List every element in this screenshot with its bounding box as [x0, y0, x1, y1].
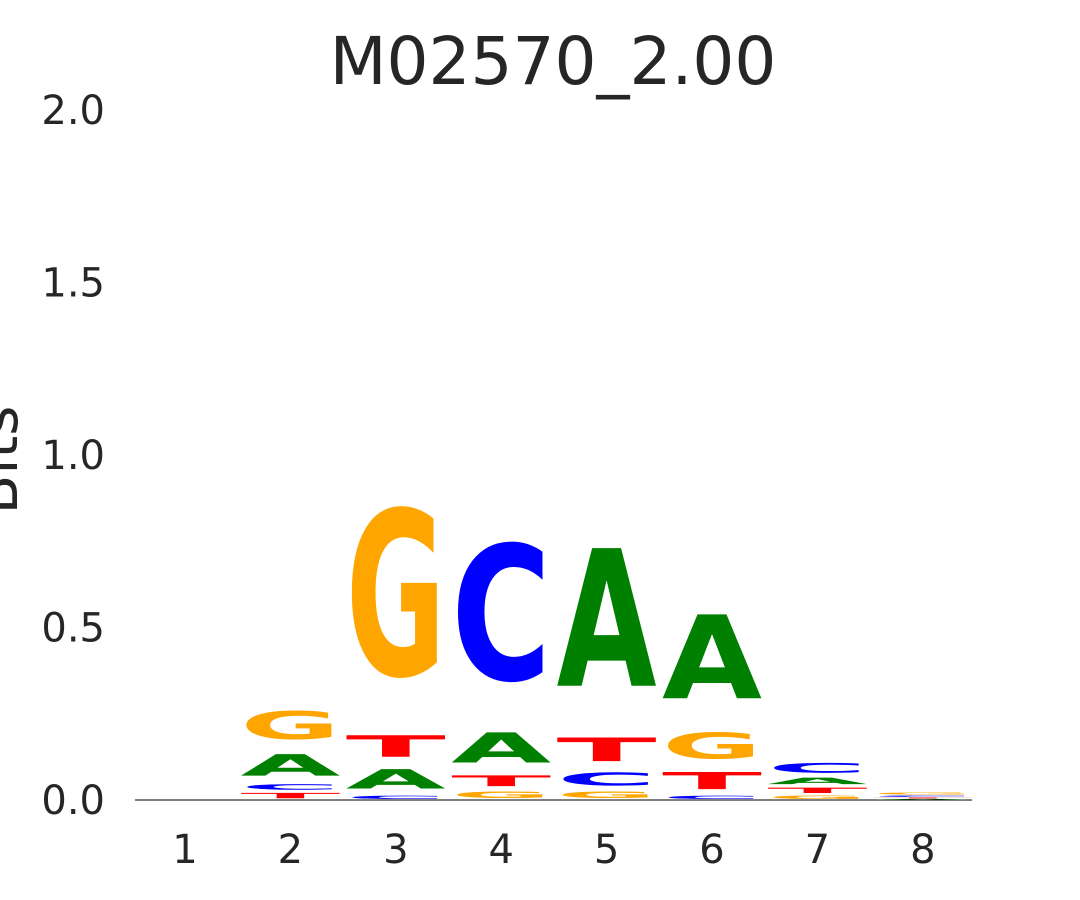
- x-tick-label: 8: [910, 827, 935, 873]
- x-tick-label: 7: [805, 827, 830, 873]
- logo-letter-c: C: [873, 795, 973, 797]
- y-tick-label: 1.5: [41, 261, 105, 307]
- logo-letter-g: G: [240, 704, 340, 749]
- logo-letter-g: G: [662, 726, 762, 767]
- x-tick-label: 5: [594, 827, 619, 873]
- x-tick-label: 4: [488, 827, 513, 873]
- logo-letter-g: G: [767, 795, 867, 800]
- y-tick-label: 0.0: [41, 778, 105, 824]
- x-tick-label: 2: [278, 827, 303, 873]
- logo-letter-c: C: [240, 783, 340, 792]
- logo-letter-a: A: [451, 724, 551, 772]
- logo-letter-g: G: [873, 792, 973, 795]
- logo-letter-g: G: [346, 464, 446, 728]
- logo-letter-a: A: [240, 749, 341, 783]
- logo-letter-t: T: [557, 731, 657, 769]
- logo-letter-a: A: [346, 764, 446, 795]
- logo-letter-a: A: [873, 799, 973, 800]
- x-tick-label: 3: [383, 827, 408, 873]
- logo-letter-c: C: [767, 760, 867, 775]
- y-tick-label: 0.5: [41, 606, 105, 652]
- logo-letter-t: T: [873, 797, 973, 798]
- logo-letter-g: G: [451, 790, 551, 800]
- logo-letter-t: T: [240, 791, 340, 800]
- logo-letter-a: A: [557, 512, 657, 731]
- x-axis-ticks: 1 2 3 4 5 6 7 8: [172, 827, 935, 873]
- logo-letter-t: T: [346, 729, 446, 763]
- y-axis-ticks: 0.0 0.5 1.0 1.5 2.0: [41, 88, 105, 824]
- logo-letter-t: T: [662, 767, 763, 794]
- logo-letter-c: C: [346, 795, 446, 800]
- y-tick-label: 1.0: [41, 433, 105, 479]
- logo-letter-t: T: [767, 786, 867, 795]
- logo-letter-c: C: [451, 508, 551, 724]
- y-tick-label: 2.0: [41, 88, 105, 134]
- logo-letter-t: T: [451, 772, 551, 789]
- logo-letter-c: C: [557, 769, 657, 790]
- x-tick-label: 1: [172, 827, 197, 873]
- logo-letter-a: A: [767, 776, 867, 786]
- x-tick-label: 6: [699, 827, 724, 873]
- logo-letter-c: C: [662, 795, 762, 800]
- logo-letter-g: G: [557, 790, 657, 800]
- chart-title: M02570_2.00: [330, 23, 777, 100]
- y-axis-label: Bits: [0, 406, 31, 515]
- logo-letter-a: A: [662, 591, 762, 725]
